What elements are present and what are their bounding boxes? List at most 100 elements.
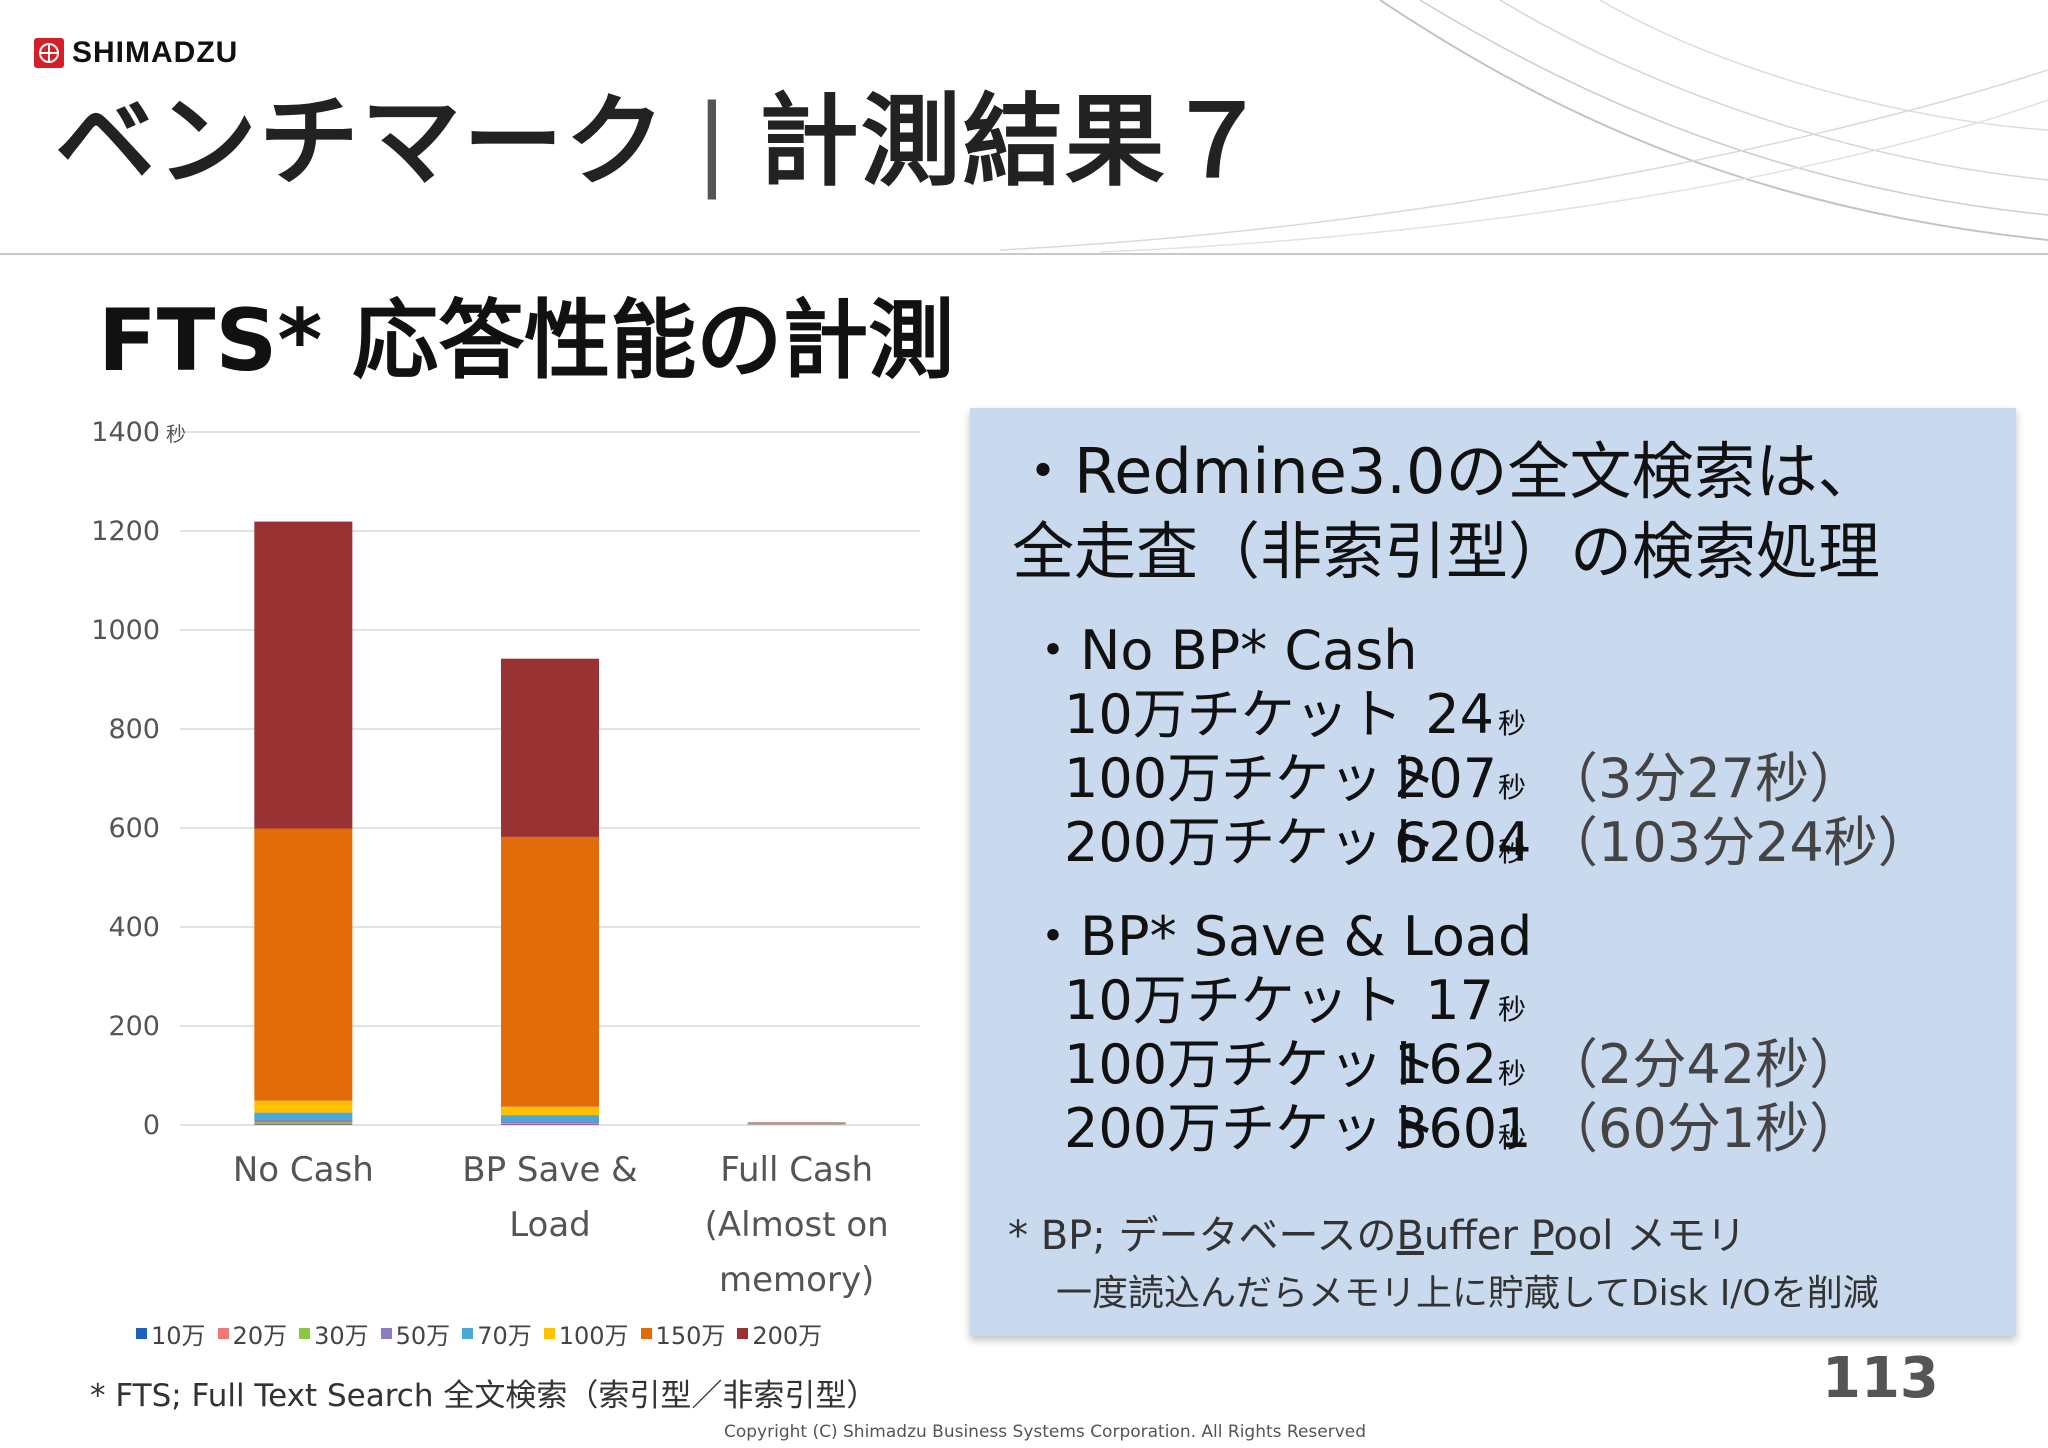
bar-segment	[501, 1115, 599, 1122]
bar-segment	[254, 1119, 353, 1123]
row-duration: （2分42秒）	[1544, 1033, 1864, 1096]
slide-subtitle: FTS* 応答性能の計測	[98, 291, 955, 391]
fts-footnote: * FTS; Full Text Search 全文検索（索引型／非索引型）	[90, 1378, 878, 1414]
result-row: 100万チケット 162 秒 （2分42秒）	[1064, 1038, 1863, 1092]
legend-item: 10万	[136, 1316, 206, 1351]
result-row: 200万チケット 6204 秒 （103分24秒）	[1064, 816, 1932, 870]
legend-item: 200万	[737, 1316, 822, 1351]
section-title-no-bp-cash: ・No BP* Cash	[1026, 619, 1418, 682]
y-unit-label: 秒	[166, 422, 186, 446]
brand-name: SHIMADZU	[72, 36, 239, 69]
legend-swatch	[640, 1328, 652, 1339]
title-separator: |	[695, 83, 731, 200]
bar-segment	[501, 658, 599, 837]
result-row: 100万チケット 207 秒 （3分27秒）	[1064, 752, 1863, 806]
legend-swatch	[543, 1328, 555, 1339]
row-value: 207	[1394, 747, 1498, 810]
legend-swatch	[217, 1328, 229, 1339]
bar-segment	[254, 521, 353, 829]
bp-note-detail: 一度読込んだらメモリ上に貯蔵してDisk I/Oを削減	[1056, 1273, 1879, 1314]
y-tick-label: 200	[108, 1011, 160, 1042]
legend-item: 30万	[299, 1316, 369, 1351]
legend-label: 10万	[151, 1322, 206, 1350]
legend-swatch	[299, 1328, 311, 1339]
panel-heading-line2: 全走査（非索引型）の検索処理	[1012, 515, 1881, 588]
y-tick-label: 1000	[91, 615, 160, 646]
legend-swatch	[380, 1328, 392, 1339]
panel-heading: ・Redmine3.0の全文検索は、 全走査（非索引型）の検索処理	[1012, 432, 1880, 592]
bar-segment	[254, 828, 353, 1101]
y-tick-label: 0	[143, 1110, 160, 1141]
row-unit: 秒	[1498, 835, 1527, 868]
bp-note-underline-b: B	[1396, 1213, 1424, 1259]
legend-item: 20万	[217, 1316, 288, 1351]
legend-swatch	[136, 1328, 147, 1339]
row-value: 3601	[1394, 1097, 1532, 1160]
legend-label: 200万	[752, 1322, 823, 1350]
row-unit: 秒	[1498, 707, 1527, 740]
slide-title-main: ベンチマーク	[55, 83, 667, 200]
legend-label: 70万	[477, 1322, 532, 1350]
legend-label: 150万	[655, 1322, 726, 1350]
legend-label: 20万	[232, 1322, 288, 1350]
row-value: 162	[1394, 1033, 1498, 1096]
legend-label: 30万	[314, 1322, 369, 1350]
row-duration: （103分24秒）	[1544, 811, 1932, 874]
result-row: 10万チケット 24 秒	[1064, 688, 1526, 742]
legend-item: 50万	[380, 1316, 451, 1351]
legend-label: 100万	[558, 1322, 629, 1350]
row-unit: 秒	[1498, 993, 1527, 1026]
x-category-label: No Cash	[233, 1150, 374, 1190]
panel-heading-line1: ・Redmine3.0の全文検索は、	[1012, 435, 1880, 508]
row-label: 200万チケット	[1064, 1097, 1438, 1160]
result-row: 10万チケット 17 秒	[1064, 974, 1526, 1028]
bar-segment	[501, 836, 599, 1107]
section-title-bp-save-load: ・BP* Save & Load	[1026, 905, 1533, 968]
row-value: 17	[1425, 969, 1494, 1032]
shimadzu-logo: SHIMADZU	[34, 36, 238, 70]
row-duration: （3分27秒）	[1544, 747, 1864, 810]
bp-note-text: * BP; データベースの	[1008, 1213, 1397, 1259]
bp-note: * BP; データベースのBuffer Pool メモリ	[1008, 1203, 1746, 1261]
legend-swatch	[737, 1328, 749, 1339]
bar-segment	[254, 1112, 353, 1120]
row-value: 24	[1425, 683, 1494, 746]
row-label: 10万チケット	[1064, 969, 1403, 1032]
shimadzu-logo-icon	[34, 38, 64, 68]
legend-item: 70万	[462, 1316, 532, 1351]
bar-segment	[254, 1122, 353, 1124]
bar-segment	[501, 1106, 599, 1116]
page-number: 113	[1822, 1346, 1939, 1411]
slide-title-suffix: 計測結果７	[758, 83, 1269, 200]
legend-item: 100万	[543, 1316, 629, 1351]
y-tick-label: 400	[108, 912, 160, 943]
y-tick-label: 1200	[91, 516, 160, 547]
x-category-label: Load	[509, 1205, 591, 1245]
row-label: 100万チケット	[1064, 1033, 1438, 1096]
row-unit: 秒	[1498, 771, 1527, 804]
x-category-label: BP Save &	[462, 1150, 637, 1190]
bar-segment	[254, 1123, 353, 1125]
bar-segment	[747, 1122, 846, 1124]
bp-note-underline-p: P	[1530, 1213, 1554, 1259]
row-unit: 秒	[1498, 1057, 1527, 1090]
stacked-bar-chart: 0 200 400 600 800 1000 1200 1400 秒 No Cash BP Save…	[91, 417, 920, 1300]
chart-legend: 10万 20万 30万 50万 70万 100万 150万 200万	[136, 1316, 822, 1351]
copyright: Copyright (C) Shimadzu Business Systems …	[724, 1422, 1367, 1442]
info-panel: ・Redmine3.0の全文検索は、 全走査（非索引型）の検索処理 ・No BP…	[970, 408, 2016, 1336]
x-category-label: Full Cash	[720, 1150, 873, 1190]
header-decoration	[0, 0, 2048, 255]
bar-segment	[501, 1123, 599, 1125]
legend-item: 150万	[640, 1316, 726, 1351]
bp-note-text: ool メモリ	[1553, 1213, 1747, 1259]
y-tick-label: 800	[108, 714, 160, 745]
legend-swatch	[462, 1328, 474, 1339]
legend-label: 50万	[395, 1322, 451, 1350]
row-label: 100万チケット	[1064, 747, 1438, 810]
result-row: 200万チケット 3601 秒 （60分1秒）	[1064, 1102, 1863, 1156]
row-label: 10万チケット	[1064, 683, 1403, 746]
y-tick-label: 1400	[91, 417, 160, 448]
bar-segment	[254, 1100, 353, 1113]
y-tick-label: 600	[108, 813, 160, 844]
row-duration: （60分1秒）	[1544, 1097, 1864, 1160]
